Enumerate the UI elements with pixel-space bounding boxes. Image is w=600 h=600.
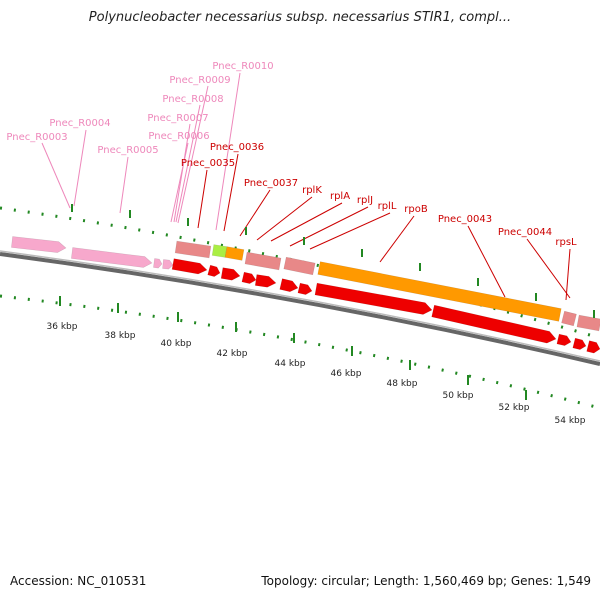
rna-label[interactable]: Pnec_R0006 (148, 131, 209, 142)
gene-feature[interactable] (314, 282, 433, 316)
rna-label[interactable]: Pnec_R0004 (49, 118, 110, 129)
gene-feature[interactable] (207, 264, 222, 278)
rna-feature-small[interactable] (211, 244, 228, 258)
map-title: Polynucleobacter necessarius subsp. nece… (88, 10, 512, 25)
rna-label[interactable]: Pnec_R0005 (97, 145, 158, 156)
rna-callout-line (177, 85, 209, 224)
gene-label[interactable]: Pnec_0043 (438, 214, 492, 225)
rna-callout-line (119, 156, 129, 214)
gene-label[interactable]: Pnec_0035 (181, 158, 235, 169)
gene-callout-line (223, 153, 239, 232)
gene-feature[interactable] (241, 271, 257, 285)
rna-callout-line (41, 142, 71, 209)
genome-summary-text: Topology: circular; Length: 1,560,469 bp… (261, 574, 591, 588)
scale-label: 36 kbp (47, 322, 78, 332)
rna-callout-line (215, 72, 241, 231)
scale-label: 52 kbp (499, 403, 530, 413)
scale-label: 46 kbp (331, 369, 362, 379)
scale-label: 54 kbp (555, 416, 586, 426)
gene-feature-orange[interactable] (224, 246, 245, 261)
gene-label[interactable]: Pnec_0036 (210, 142, 264, 153)
gene-callout-line (197, 169, 208, 229)
rna-label[interactable]: Pnec_R0007 (147, 113, 208, 124)
gene-label[interactable]: Pnec_0044 (498, 227, 552, 238)
rna-callout-line (173, 123, 191, 223)
genome-backbone (0, 252, 600, 366)
gene-feature[interactable] (254, 274, 277, 289)
rna-feature[interactable] (162, 259, 174, 270)
gene-label[interactable]: rplJ (357, 195, 373, 206)
gene-label[interactable]: rpsL (555, 237, 577, 248)
gene-feature[interactable] (431, 304, 558, 345)
gene-callout-line (309, 212, 391, 250)
rna-callout-line (175, 104, 201, 223)
rna-feature[interactable] (11, 236, 67, 254)
gene-feature-light[interactable] (561, 310, 577, 327)
gene-feature-light[interactable] (174, 240, 212, 259)
gene-callout-line (565, 248, 571, 301)
rna-feature[interactable] (71, 247, 153, 269)
scale-label: 38 kbp (105, 331, 136, 341)
rna-callout-line (73, 129, 87, 207)
gene-feature[interactable] (220, 267, 241, 282)
rna-label[interactable]: Pnec_R0003 (6, 132, 67, 143)
gene-feature-light[interactable] (283, 256, 316, 276)
gene-feature[interactable] (572, 337, 587, 351)
scale-label: 50 kbp (443, 391, 474, 401)
rna-label[interactable]: Pnec_R0008 (162, 94, 223, 105)
gene-label[interactable]: rplK (302, 185, 322, 196)
genome-backbone-highlight (0, 250, 600, 362)
gene-feature[interactable] (586, 340, 600, 355)
scale-label: 48 kbp (387, 379, 418, 389)
gene-feature[interactable] (171, 258, 208, 276)
rna-feature[interactable] (153, 258, 163, 269)
gene-callout-line (270, 202, 343, 242)
gene-feature[interactable] (556, 333, 572, 347)
outer-tick-ring (0, 206, 600, 340)
gene-label[interactable]: rplL (378, 201, 397, 212)
scale-label: 42 kbp (217, 349, 248, 359)
gene-callout-line (379, 215, 415, 263)
accession-text: Accession: NC_010531 (10, 574, 147, 588)
gene-feature-rpoB[interactable] (317, 261, 562, 322)
scale-label: 40 kbp (161, 339, 192, 349)
gene-label[interactable]: rpoB (404, 204, 428, 215)
gene-callout-line (526, 238, 571, 299)
gene-feature[interactable] (297, 282, 313, 296)
scale-label: 44 kbp (275, 359, 306, 369)
gene-callout-line (239, 189, 271, 237)
gene-feature-light[interactable] (244, 251, 282, 271)
gene-label[interactable]: rplA (330, 191, 350, 202)
gene-callout-line (467, 225, 506, 298)
inner-tick-ring (0, 294, 600, 410)
gene-callout-line (256, 196, 313, 241)
gene-label[interactable]: Pnec_0037 (244, 178, 298, 189)
gene-feature[interactable] (279, 278, 300, 294)
rna-label[interactable]: Pnec_R0010 (212, 61, 273, 72)
rna-label[interactable]: Pnec_R0009 (169, 75, 230, 86)
gene-feature-light[interactable] (576, 314, 600, 332)
